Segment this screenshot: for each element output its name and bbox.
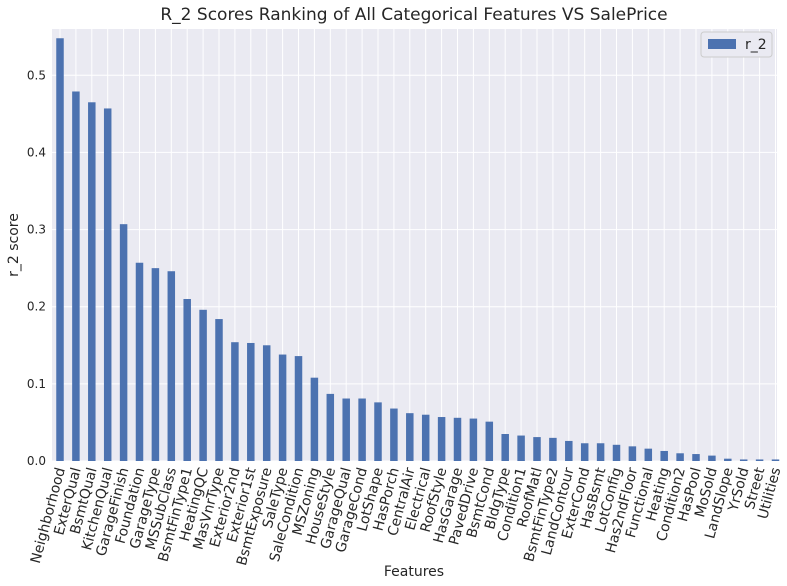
bar-paveddrive — [469, 418, 478, 461]
bar-condition1 — [517, 435, 525, 461]
bar-landslope — [724, 458, 732, 461]
bar-functional — [644, 448, 653, 461]
plot-background — [52, 29, 777, 461]
y-tick-label: 0.4 — [27, 145, 46, 159]
bar-heating — [660, 450, 668, 461]
bar-condition2 — [676, 453, 684, 461]
bar-mszoning — [310, 377, 319, 461]
bar-bsmtcond — [485, 421, 494, 461]
y-axis-label: r_2 score — [6, 213, 22, 277]
bar-hasgarage — [453, 417, 462, 461]
chart-title: R_2 Scores Ranking of All Categorical Fe… — [160, 5, 667, 25]
bar-hasbsmt — [596, 443, 605, 461]
bar-housestyle — [326, 393, 335, 461]
bar-bsmtfintype2 — [549, 437, 557, 461]
bar-mosold — [708, 455, 716, 461]
y-tick-label: 0.3 — [27, 223, 46, 237]
bar-landcontour — [565, 440, 573, 461]
bar-masvnrtype — [215, 319, 223, 461]
bar-roofmatl — [533, 437, 541, 461]
bar-kitchenqual — [103, 108, 112, 461]
bar-extercond — [580, 443, 589, 461]
bar-garagequal — [342, 398, 350, 461]
y-tick-label: 0.5 — [27, 68, 46, 82]
bars — [56, 38, 780, 462]
bar-hasporch — [390, 408, 398, 461]
bar-lotconfig — [612, 444, 621, 461]
bar-bldgtype — [501, 434, 509, 461]
bar-saletype — [278, 354, 287, 461]
bar-utilities — [771, 459, 780, 461]
y-tick-labels: 0.0 0.1 0.2 0.3 0.4 0.5 — [27, 68, 46, 468]
bar-yrsold — [739, 459, 748, 461]
bar-exterior1st — [247, 342, 255, 461]
bar-bsmtfintype1 — [183, 299, 191, 461]
bar-bsmtexposure — [262, 345, 271, 461]
bar-bsmtqual — [88, 102, 96, 462]
legend: r_2 — [700, 31, 773, 58]
bar-salecondition — [294, 356, 303, 461]
bar-exterior2nd — [231, 342, 239, 461]
bar-garagecond — [358, 398, 366, 461]
bar-garagetype — [151, 268, 160, 461]
bar-electrical — [421, 414, 430, 461]
bar-neighborhood — [56, 38, 64, 461]
y-tick-label: 0.2 — [27, 300, 46, 314]
y-tick-label: 0.1 — [27, 377, 46, 391]
bar-lotshape — [374, 402, 382, 461]
y-tick-label: 0.0 — [27, 454, 46, 468]
bar-mssubclass — [167, 271, 176, 461]
bar-has2ndfloor — [628, 446, 637, 461]
legend-box — [700, 31, 773, 58]
bar-centralair — [406, 413, 414, 461]
bar-street — [755, 459, 764, 461]
bar-garagefinish — [119, 224, 128, 461]
bar-foundation — [135, 262, 144, 461]
bar-exterqual — [72, 91, 80, 461]
x-tick-labels: NeighborhoodExterQualBsmtQualKitchenQual… — [28, 465, 784, 567]
legend-swatch — [708, 39, 736, 49]
bar-haspool — [692, 454, 700, 461]
bar-roofstyle — [437, 417, 446, 461]
bar-heatingqc — [199, 309, 207, 461]
legend-label: r_2 — [745, 37, 767, 53]
x-axis-label: Features — [384, 564, 444, 580]
